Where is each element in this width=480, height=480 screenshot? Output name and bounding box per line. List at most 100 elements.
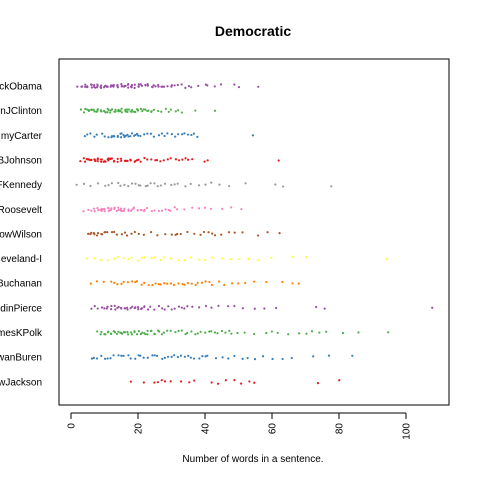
data-point <box>146 184 149 187</box>
data-point <box>96 158 99 161</box>
data-point <box>93 304 96 308</box>
data-point <box>179 354 183 357</box>
data-point <box>187 158 190 161</box>
data-point <box>142 381 145 384</box>
data-point <box>160 333 164 336</box>
data-point <box>221 257 224 260</box>
data-point <box>164 107 167 110</box>
data-point <box>137 85 140 88</box>
data-point <box>167 208 170 212</box>
data-point <box>291 255 294 258</box>
data-point <box>137 83 141 86</box>
data-point <box>130 232 133 235</box>
data-point <box>125 159 129 163</box>
data-point <box>93 110 96 113</box>
data-point <box>116 157 119 160</box>
data-point <box>270 330 273 333</box>
data-point <box>120 354 123 357</box>
data-point <box>103 110 106 113</box>
data-point <box>357 331 360 334</box>
data-point <box>316 382 320 385</box>
data-point <box>163 134 166 138</box>
data-point <box>110 182 113 185</box>
data-point <box>211 232 214 235</box>
data-point <box>133 330 136 333</box>
data-point <box>167 305 170 308</box>
data-point <box>325 330 328 333</box>
data-point <box>106 305 109 308</box>
data-point <box>84 107 87 111</box>
category-label: dinPierce <box>0 303 42 314</box>
data-point <box>96 160 99 163</box>
data-point <box>113 304 116 307</box>
data-point <box>94 86 97 89</box>
data-point <box>161 307 164 310</box>
data-point <box>112 85 115 88</box>
data-point <box>125 306 129 309</box>
data-point <box>223 283 226 287</box>
data-point <box>315 305 318 309</box>
data-point <box>253 381 256 384</box>
data-point <box>136 209 139 212</box>
data-point <box>112 160 116 163</box>
data-point <box>139 333 142 336</box>
data-point <box>99 85 102 89</box>
category-label: wJackson <box>0 377 42 388</box>
data-point <box>149 305 152 308</box>
data-point <box>287 333 290 336</box>
data-point <box>224 379 227 382</box>
data-point <box>132 206 135 209</box>
data-point <box>197 207 201 210</box>
data-point <box>173 84 176 87</box>
data-point <box>96 83 99 86</box>
data-point <box>204 331 207 334</box>
data-point <box>96 307 99 310</box>
data-point <box>127 258 130 261</box>
data-point <box>129 357 132 360</box>
data-point <box>142 356 145 359</box>
data-point <box>194 333 197 336</box>
data-point <box>133 134 136 138</box>
data-point <box>173 183 176 186</box>
data-point <box>216 382 220 385</box>
data-point <box>113 230 116 234</box>
data-point <box>191 158 194 161</box>
data-point <box>95 280 99 283</box>
data-point <box>100 354 103 357</box>
data-point <box>75 183 78 186</box>
data-point <box>177 282 180 285</box>
data-point <box>150 210 153 213</box>
data-point <box>145 207 149 210</box>
data-point <box>193 379 196 382</box>
data-point <box>106 331 110 334</box>
data-point <box>137 134 140 137</box>
data-point <box>158 330 161 333</box>
data-point <box>203 206 207 209</box>
data-point <box>109 357 112 360</box>
data-point <box>136 259 139 262</box>
data-point <box>166 132 169 135</box>
data-point <box>100 330 103 334</box>
data-point <box>114 108 117 111</box>
data-point <box>204 183 207 186</box>
data-point <box>323 307 326 310</box>
data-point <box>176 355 179 359</box>
data-point <box>162 85 166 88</box>
data-point <box>159 160 162 163</box>
data-point <box>86 133 89 136</box>
data-point <box>127 135 130 138</box>
data-point <box>130 84 134 87</box>
data-point <box>199 233 202 236</box>
data-point <box>177 133 180 136</box>
data-point <box>188 381 191 384</box>
data-point <box>124 134 127 137</box>
data-point <box>146 132 149 135</box>
data-point <box>150 256 153 260</box>
data-point <box>217 304 220 307</box>
data-point <box>247 257 250 260</box>
data-point <box>107 109 110 112</box>
x-tick-label: 60 <box>268 423 279 435</box>
data-point <box>161 357 164 360</box>
data-point <box>143 156 146 160</box>
data-point <box>304 255 308 259</box>
